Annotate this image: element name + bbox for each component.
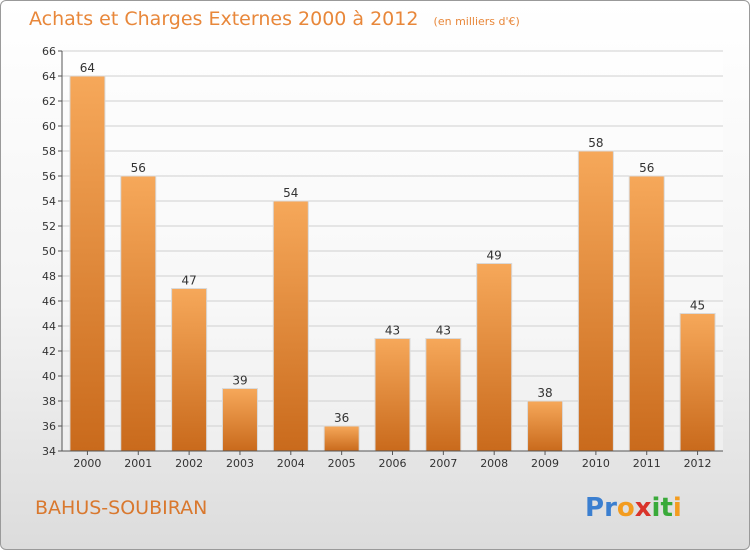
data-label: 56 (131, 161, 146, 175)
chart-subtitle: (en milliers d'€) (433, 15, 520, 28)
x-tick-label: 2003 (226, 457, 254, 470)
logo-letter: x (634, 493, 652, 523)
y-tick-label: 62 (42, 95, 56, 108)
bar (527, 400, 564, 452)
logo-letter: t (660, 493, 673, 523)
chart-title: Achats et Charges Externes 2000 à 2012 (29, 8, 419, 30)
y-tick-label: 64 (42, 70, 56, 83)
title-row: Achats et Charges Externes 2000 à 2012 (… (29, 8, 520, 30)
x-tick-label: 2002 (175, 457, 203, 470)
y-tick-label: 48 (42, 270, 56, 283)
data-label: 39 (232, 374, 247, 388)
bar (425, 338, 462, 452)
y-tick-label: 56 (42, 170, 56, 183)
x-tick-label: 2012 (684, 457, 712, 470)
data-label: 38 (537, 386, 552, 400)
bar (323, 425, 360, 452)
labels: 34 36 38 40 42 44 46 48 50 52 54 56 58 60 62 64 66 64 2000… (42, 45, 712, 470)
axes (58, 50, 723, 455)
bar (171, 288, 208, 452)
y-tick-label: 46 (42, 295, 56, 308)
bar (577, 150, 614, 452)
proxiti-logo: Proxiti (585, 493, 682, 523)
y-tick-label: 34 (42, 445, 56, 458)
y-tick-label: 36 (42, 420, 56, 433)
data-label: 64 (80, 61, 95, 75)
bar (628, 175, 665, 452)
x-tick-label: 2011 (633, 457, 661, 470)
data-label: 54 (283, 186, 298, 200)
x-tick-label: 2007 (429, 457, 457, 470)
logo-letter: o (616, 493, 635, 523)
bar (120, 175, 157, 452)
logo-letter: r (604, 493, 617, 523)
data-label: 47 (181, 274, 196, 288)
data-label: 45 (690, 299, 705, 313)
y-tick-label: 50 (42, 245, 56, 258)
commune-name: BAHUS-SOUBIRAN (35, 497, 208, 519)
x-tick-label: 2010 (582, 457, 610, 470)
bars (69, 75, 716, 452)
data-label: 36 (334, 411, 349, 425)
data-label: 49 (487, 249, 502, 263)
y-tick-label: 60 (42, 120, 56, 133)
x-tick-label: 2009 (531, 457, 559, 470)
x-tick-label: 2006 (379, 457, 407, 470)
bar (69, 75, 106, 452)
logo-letter: P (585, 493, 605, 523)
x-tick-label: 2004 (277, 457, 305, 470)
y-tick-label: 54 (42, 195, 56, 208)
data-label: 43 (436, 324, 451, 338)
bar (374, 338, 411, 452)
y-tick-label: 58 (42, 145, 56, 158)
y-tick-label: 66 (42, 45, 56, 58)
x-tick-label: 2005 (328, 457, 356, 470)
data-label: 43 (385, 324, 400, 338)
bar (272, 200, 309, 452)
y-tick-label: 52 (42, 220, 56, 233)
x-tick-label: 2001 (124, 457, 152, 470)
x-tick-label: 2000 (73, 457, 101, 470)
x-tick-label: 2008 (480, 457, 508, 470)
bar (679, 313, 716, 452)
y-tick-label: 42 (42, 345, 56, 358)
logo-letter: i (651, 493, 661, 523)
data-label: 56 (639, 161, 654, 175)
logo-letter: i (672, 493, 682, 523)
y-tick-label: 44 (42, 320, 56, 333)
y-tick-label: 38 (42, 395, 56, 408)
bar (221, 388, 258, 452)
bar (476, 263, 513, 452)
data-label: 58 (588, 136, 603, 150)
y-tick-label: 40 (42, 370, 56, 383)
